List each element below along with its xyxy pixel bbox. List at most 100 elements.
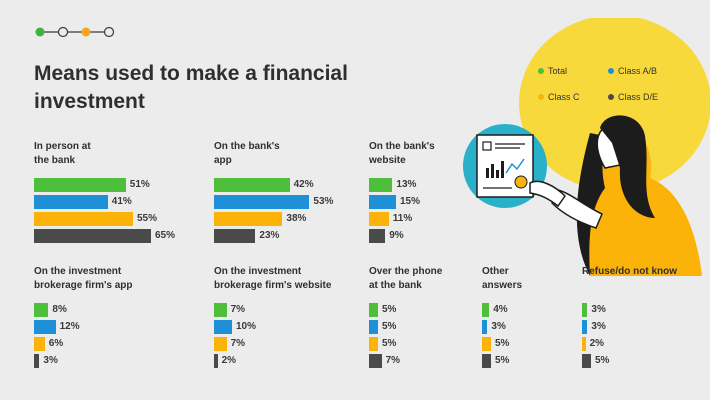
bar-value-label: 9% <box>389 230 404 241</box>
panel-title: On the investment brokerage firm's websi… <box>214 266 332 291</box>
bar-value-label: 4% <box>493 304 508 315</box>
legend-label: Total <box>548 66 568 76</box>
step-3-dot <box>81 27 91 37</box>
page-title: Means used to make a financial investmen… <box>34 62 348 113</box>
chart-panel: On the bank's website 13% 15% 11% 9% <box>369 140 519 250</box>
bar-value-label: 7% <box>230 304 246 315</box>
bar-total <box>214 178 290 192</box>
bar-class-d-e <box>369 229 386 243</box>
bar-class-a-b <box>369 195 396 209</box>
panel-title: Refuse/do not know <box>582 266 677 277</box>
bar-value-label: 51% <box>129 179 150 190</box>
chart-panel: Refuse/do not know 3% 3% 2% 5% <box>582 265 710 375</box>
bar-value-label: 55% <box>137 213 158 224</box>
bar-class-c <box>214 337 227 351</box>
chart-panel: On the bank's app 42% 53% 38% 23% <box>214 140 364 250</box>
bar-total <box>369 303 378 317</box>
panel-title: On the bank's app <box>214 141 280 166</box>
bar-class-c <box>369 337 378 351</box>
chart-panel: Other answers 4% 3% 5% 5% <box>482 265 632 375</box>
bar-value-label: 5% <box>595 355 610 366</box>
bar-value-label: 3% <box>591 321 606 332</box>
panel-title: In person at the bank <box>34 141 91 166</box>
bar-value-label: 13% <box>396 179 417 190</box>
bar-total <box>214 303 227 317</box>
bar-value-label: 8% <box>52 304 67 315</box>
bar-class-a-b <box>369 320 378 334</box>
panel-title: On the bank's website <box>369 141 435 166</box>
bar-value-label: 5% <box>495 338 510 349</box>
legend-swatch <box>538 94 544 100</box>
bar-value-label: 7% <box>385 355 401 366</box>
bar-class-d-e <box>582 354 591 368</box>
bar-value-label: 2% <box>589 338 605 349</box>
bar-value-label: 10% <box>236 321 257 332</box>
bar-value-label: 5% <box>382 321 397 332</box>
chart-panel: On the investment brokerage firm's websi… <box>214 265 364 375</box>
bar-class-d-e <box>214 229 256 243</box>
bar-value-label: 15% <box>400 196 421 207</box>
bar-value-label: 7% <box>230 338 246 349</box>
bar-total <box>369 178 393 192</box>
bar-value-label: 42% <box>293 179 314 190</box>
bar-value-label: 12% <box>59 321 80 332</box>
step-1-dot <box>35 27 45 37</box>
legend-label: Class C <box>548 92 580 102</box>
legend-item: Class C <box>538 92 580 102</box>
step-2-dot <box>57 26 69 38</box>
legend-label: Class D/E <box>618 92 659 102</box>
bar-class-d-e <box>214 354 218 368</box>
bar-class-d-e <box>369 354 382 368</box>
legend-swatch <box>608 94 614 100</box>
bar-value-label: 38% <box>286 213 307 224</box>
bar-value-label: 5% <box>495 355 510 366</box>
panel-title: Over the phone at the bank <box>369 266 443 291</box>
legend-swatch <box>608 68 614 74</box>
bar-value-label: 6% <box>48 338 64 349</box>
bar-total <box>34 178 126 192</box>
bar-class-a-b <box>582 320 588 334</box>
chart-panel: On the investment brokerage firm's app 8%… <box>34 265 184 375</box>
bar-value-label: 3% <box>491 321 506 332</box>
legend-item: Class A/B <box>608 66 657 76</box>
bar-class-c <box>34 337 45 351</box>
bar-total <box>582 303 588 317</box>
legend-item: Class D/E <box>608 92 658 102</box>
legend-label: Class A/B <box>618 66 658 76</box>
chart-panel: In person at the bank 51% 41% 55% 65% <box>34 140 184 250</box>
bar-class-c <box>34 212 133 226</box>
bar-total <box>34 303 49 317</box>
bar-total <box>482 303 490 317</box>
bar-class-d-e <box>34 229 151 243</box>
bar-class-c <box>582 337 586 351</box>
bar-value-label: 41% <box>111 196 132 207</box>
legend-swatch <box>538 68 544 74</box>
step-4-dot <box>103 26 114 38</box>
woman-with-chart-illustration <box>463 18 710 276</box>
bar-value-label: 23% <box>259 230 280 241</box>
progress-stepper <box>35 26 114 38</box>
panel-title: On the investment brokerage firm's app <box>34 266 133 291</box>
bar-value-label: 65% <box>155 230 176 241</box>
chart-legend: Total Class A/B Class C Class D/E <box>538 66 688 106</box>
bar-class-a-b <box>482 320 488 334</box>
legend-item: Total <box>538 66 567 76</box>
bar-class-a-b <box>214 195 310 209</box>
panel-title: Other answers <box>482 266 523 291</box>
bar-class-a-b <box>34 195 108 209</box>
bar-value-label: 3% <box>591 304 606 315</box>
bar-class-d-e <box>34 354 40 368</box>
bar-class-a-b <box>214 320 232 334</box>
bar-value-label: 2% <box>221 355 237 366</box>
chart-panel: Over the phone at the bank 5% 5% 5% 7% <box>369 265 519 375</box>
bar-value-label: 5% <box>382 304 397 315</box>
bar-value-label: 11% <box>392 213 413 224</box>
bar-class-c <box>214 212 283 226</box>
bar-value-label: 5% <box>382 338 397 349</box>
bar-value-label: 53% <box>313 196 334 207</box>
bar-class-a-b <box>34 320 56 334</box>
bar-class-d-e <box>482 354 491 368</box>
bar-class-c <box>482 337 491 351</box>
bar-class-c <box>369 212 389 226</box>
bar-value-label: 3% <box>43 355 58 366</box>
